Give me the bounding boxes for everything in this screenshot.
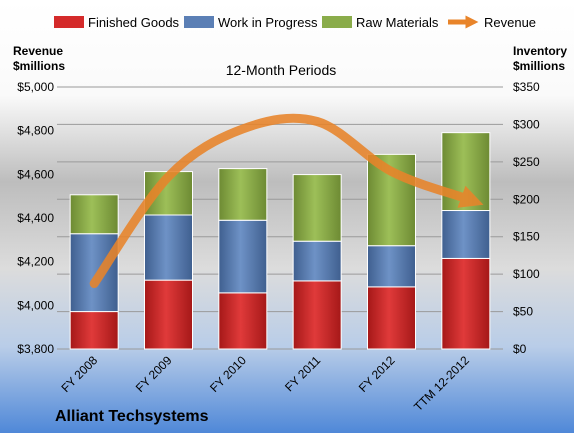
right-tick-label: $150 bbox=[513, 230, 540, 244]
left-tick-label: $4,600 bbox=[17, 167, 54, 181]
right-tick-label: $0 bbox=[513, 342, 527, 356]
legend-label-raw-materials: Raw Materials bbox=[356, 15, 439, 30]
left-tick-label: $4,000 bbox=[17, 298, 54, 312]
right-tick-label: $300 bbox=[513, 117, 540, 131]
bar-raw-materials bbox=[69, 194, 119, 235]
bar-work-in-progress bbox=[292, 240, 342, 282]
bar-work-in-progress bbox=[69, 233, 119, 313]
left-tick-label: $4,400 bbox=[17, 211, 54, 225]
revenue-line-path bbox=[89, 113, 484, 288]
left-tick-label: $4,800 bbox=[17, 124, 54, 138]
right-axis-title-line1: Inventory bbox=[513, 44, 567, 58]
bar-raw-materials bbox=[218, 168, 268, 221]
left-axis: $3,800 $4,000 $4,200 $4,400 $4,600 $4,800 $5,0… bbox=[17, 80, 54, 356]
right-tick-label: $200 bbox=[513, 192, 540, 206]
chart-subtitle: 12-Month Periods bbox=[226, 62, 337, 78]
bar-finished-goods bbox=[292, 280, 342, 350]
right-axis-title-line2: $millions bbox=[513, 59, 565, 73]
bar-raw-materials bbox=[292, 174, 342, 242]
left-tick-label: $3,800 bbox=[17, 342, 54, 356]
bar-finished-goods bbox=[144, 279, 193, 350]
right-tick-label: $100 bbox=[513, 267, 540, 281]
right-tick-label: $50 bbox=[513, 305, 533, 319]
bar-finished-goods bbox=[69, 311, 119, 350]
right-tick-label: $350 bbox=[513, 80, 540, 94]
left-tick-label: $5,000 bbox=[17, 80, 54, 94]
company-name: Alliant Techsystems bbox=[55, 408, 209, 425]
legend-label-finished-goods: Finished Goods bbox=[88, 15, 180, 30]
bar-work-in-progress bbox=[218, 219, 268, 294]
revenue-line bbox=[89, 113, 484, 288]
legend: Finished Goods Work in Progress Raw Mate… bbox=[54, 15, 536, 30]
bar-finished-goods bbox=[441, 257, 491, 350]
legend-label-work-in-progress: Work in Progress bbox=[218, 15, 318, 30]
left-axis-title-line2: $millions bbox=[13, 59, 65, 73]
bar-work-in-progress bbox=[144, 214, 193, 281]
right-tick-label: $250 bbox=[513, 155, 540, 169]
left-tick-label: $4,200 bbox=[17, 255, 54, 269]
bar-work-in-progress bbox=[441, 210, 491, 259]
left-axis-title-line1: Revenue bbox=[13, 44, 63, 58]
right-axis: $0 $50 $100 $150 $200 $250 $300 $350 bbox=[513, 80, 540, 356]
legend-label-revenue: Revenue bbox=[484, 15, 536, 30]
bar-finished-goods bbox=[218, 292, 268, 350]
legend-swatch-finished-goods bbox=[54, 16, 84, 28]
bar-finished-goods bbox=[367, 286, 416, 350]
gridlines bbox=[57, 86, 503, 350]
legend-swatch-work-in-progress bbox=[184, 16, 214, 28]
bar-work-in-progress bbox=[367, 245, 416, 288]
legend-swatch-raw-materials bbox=[322, 16, 352, 28]
